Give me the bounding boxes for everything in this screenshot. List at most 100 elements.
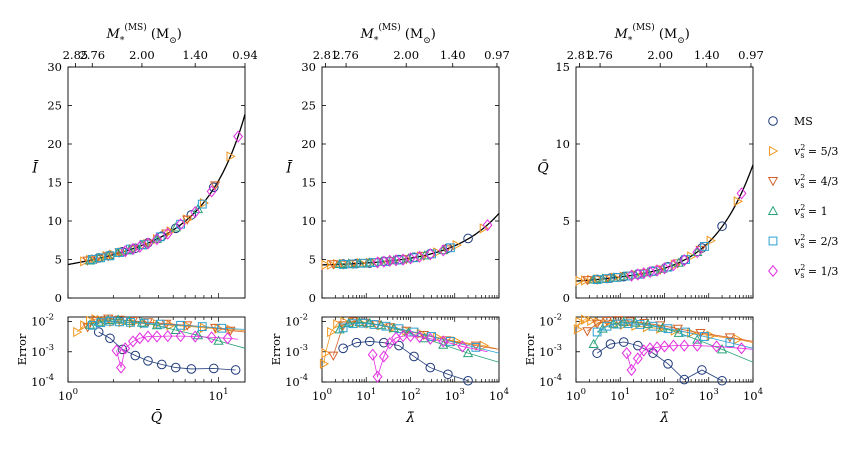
right-err-point-5-3: [575, 316, 585, 327]
middle-point-2-3: [338, 260, 348, 269]
left-err-point-2-3: [139, 318, 149, 328]
middle-err-point-5-3: [319, 358, 330, 369]
middle-err-point-1-3: [398, 329, 409, 343]
right-top-tick-label: 2.76: [587, 48, 613, 62]
left-err-point-5-3: [214, 323, 224, 334]
middle-err-point-1: [462, 347, 474, 358]
left-point-1-3: [134, 240, 145, 253]
right-err-point-5-3: [581, 314, 591, 325]
right-x-label: λ̄: [659, 410, 669, 426]
left-point-1-3: [175, 218, 186, 231]
left-point-4-3: [142, 239, 154, 249]
legend-label-1: v2 s = 1: [794, 203, 828, 220]
middle-err-point-2-3: [338, 323, 348, 333]
legend-label-2-3: v2 s = 2/3: [794, 233, 838, 250]
middle-err-point-MS: [443, 369, 453, 380]
right-err-point-MS: [592, 348, 602, 358]
right-point-MS: [717, 221, 727, 231]
right-point-4-3: [655, 265, 666, 275]
right-point-2-3: [700, 242, 709, 251]
right-point-2-3: [635, 269, 645, 279]
middle-err-point-MS: [425, 362, 436, 373]
middle-point-2-3: [348, 259, 358, 269]
right-point-2-3: [592, 275, 602, 285]
right-err-point-MS: [605, 339, 616, 349]
left-point-5-3: [128, 243, 139, 255]
left-point-1: [192, 203, 204, 214]
middle-x-tick-label: 101: [356, 387, 376, 403]
right-err-point-2-3: [592, 327, 602, 337]
right-x-tick-label: 103: [699, 387, 719, 403]
middle-point-2-3: [446, 243, 455, 253]
left-err-point-MS: [130, 350, 141, 361]
right-err-point-1: [630, 317, 641, 327]
right-point-4-3: [582, 276, 593, 286]
middle-y-tick-label: 5: [309, 253, 316, 267]
middle-point-1-3: [438, 244, 449, 257]
middle-err-point-MS: [463, 375, 473, 386]
middle-err-point-4-3: [328, 351, 339, 361]
right-point-1: [692, 246, 703, 256]
left-point-2-3: [126, 244, 135, 254]
left-err-point-2-3: [87, 320, 97, 330]
left-point-2-3: [197, 199, 207, 209]
middle-err-point-2-3: [369, 320, 379, 329]
legend-label-1-3: v2 s = 1/3: [794, 263, 838, 280]
middle-point-5-3: [333, 258, 343, 270]
left-err-point-2-3: [96, 318, 106, 328]
middle-err-point-1-3: [378, 350, 389, 363]
left-err-point-1-3: [127, 335, 138, 348]
left-y-tick-label: 25: [47, 99, 62, 113]
left-point-MS: [208, 182, 219, 193]
left-top-tick-label: 2.76: [79, 48, 105, 62]
left-err-point-2-3: [176, 320, 186, 330]
middle-err-point-1-3: [457, 340, 468, 353]
middle-err-point-1-3: [405, 329, 416, 343]
right-top-tick-label: 0.97: [738, 48, 764, 62]
left-err-point-1-3: [111, 344, 122, 357]
left-err-y-label: Error: [15, 333, 29, 365]
middle-err-line-MS: [342, 341, 469, 382]
middle-err-point-1-3: [425, 332, 436, 345]
middle-x-tick-label: 100: [312, 387, 332, 403]
left-err-point-1-3: [152, 330, 162, 343]
right-y-tick-label: 5: [563, 214, 570, 228]
right-err-point-MS: [697, 365, 707, 375]
right-err-point-5-3: [587, 315, 597, 327]
middle-err-point-MS: [338, 343, 348, 354]
left-err-point-1: [213, 335, 224, 345]
middle-point-1: [376, 256, 387, 266]
middle-point-4-3: [328, 260, 339, 270]
right-err-y-tick-label: 10-4: [539, 373, 562, 389]
left-point-1-3: [143, 237, 153, 250]
right-err-point-1-3: [679, 339, 690, 352]
right-point-2-3: [623, 271, 633, 281]
left-y-label: Ī: [31, 159, 39, 177]
left-point-4-3: [82, 256, 93, 266]
middle-point-2-3: [381, 257, 391, 267]
right-err-point-MS: [663, 358, 673, 369]
right-err-point-2-3: [663, 324, 673, 334]
left-y-tick-label: 15: [47, 176, 62, 190]
middle-err-point-5-3: [333, 318, 343, 330]
left-point-1-3: [190, 205, 201, 219]
left-err-point-1-3: [190, 330, 201, 343]
left-point-1-3: [152, 233, 162, 246]
left-err-point-2-3: [197, 322, 207, 331]
middle-err-point-5-3: [321, 348, 331, 359]
middle-point-1-3: [414, 250, 425, 263]
right-err-point-4-3: [655, 321, 666, 331]
left-point-2-3: [139, 240, 149, 249]
middle-top-axis-label: M*(MS) (M⊙): [360, 22, 436, 46]
right-err-point-1-3: [632, 352, 643, 365]
left-err-point-1-3: [206, 331, 217, 344]
middle-point-MS: [463, 233, 473, 244]
right-err-point-4-3: [672, 324, 683, 335]
left-err-point-1-3: [222, 332, 233, 345]
right-point-2-3: [612, 273, 622, 282]
left-err-y-tick-label: 10-4: [31, 373, 54, 389]
right-err-point-1-3: [692, 339, 703, 352]
left-err-point-MS: [186, 364, 197, 374]
middle-point-2-3: [409, 253, 419, 263]
left-point-2-3: [87, 254, 97, 264]
